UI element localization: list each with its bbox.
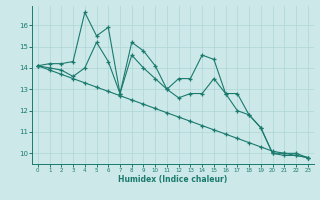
X-axis label: Humidex (Indice chaleur): Humidex (Indice chaleur)	[118, 175, 228, 184]
